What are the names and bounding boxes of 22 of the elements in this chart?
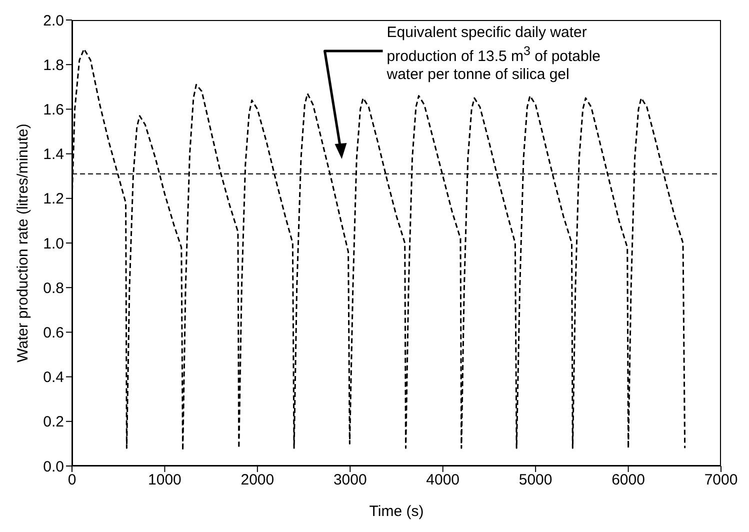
y-tick-label: 0.0 (43, 458, 64, 476)
y-tick-label: 0.6 (43, 324, 64, 342)
y-tick-label: 0.8 (43, 280, 64, 297)
x-tick-label: 6000 (612, 472, 645, 489)
x-tick-label: 7000 (704, 472, 738, 489)
y-tick-label: 0.4 (43, 369, 64, 386)
x-axis-title: Time (s) (369, 503, 424, 520)
annotation: Equivalent specific daily water production of 13.5 m$^{3}$ of potable water per tonne of silica gel (386, 24, 602, 84)
x-tick-label: 0 (68, 472, 76, 489)
y-axis-title: Water production rate (litres/minute) (14, 124, 32, 362)
x-tick-label: 2000 (240, 472, 274, 489)
y-tick-label: 1.4 (43, 146, 64, 164)
y-tick-label: 1.2 (43, 190, 64, 208)
x-tick-label: 4000 (426, 472, 460, 489)
y-tick-label: 1.0 (43, 235, 64, 252)
x-tick-label: 3000 (333, 472, 367, 489)
y-tick-label: 1.6 (43, 102, 64, 119)
y-tick-label: 2.0 (43, 12, 64, 30)
y-tick-label: 0.2 (43, 414, 64, 431)
y-tick-label: 1.8 (43, 56, 64, 74)
x-tick-label: 1000 (148, 472, 182, 489)
x-tick-label: 5000 (518, 472, 552, 489)
